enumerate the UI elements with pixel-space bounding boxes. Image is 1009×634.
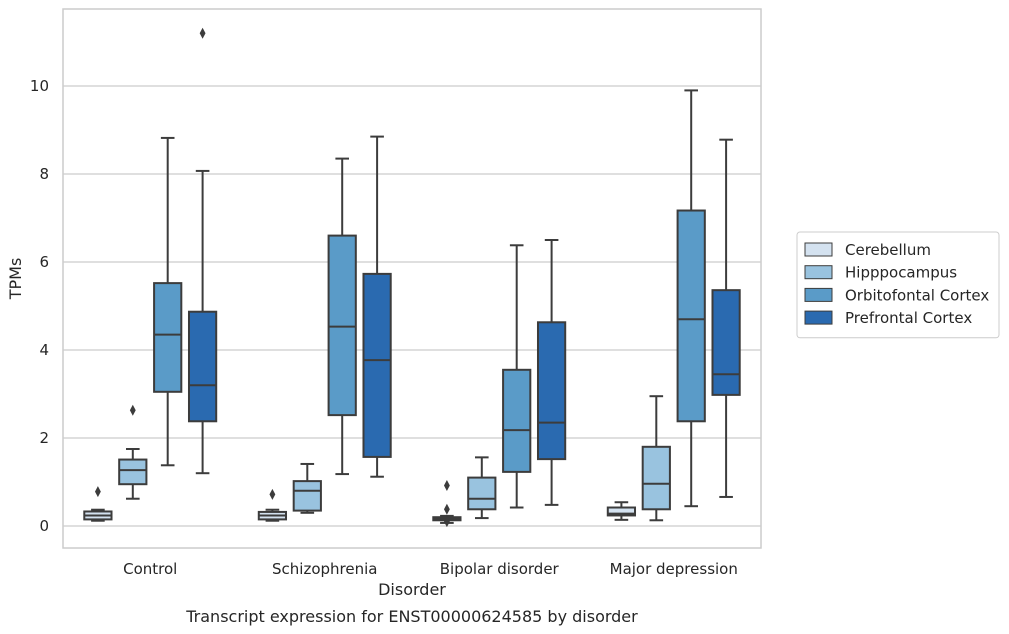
box-iqr <box>467 476 497 511</box>
chart-caption: Transcript expression for ENST0000062458… <box>185 607 638 626</box>
legend-swatch <box>804 310 833 325</box>
y-axis-ticks: 0 2 4 6 8 10 <box>30 77 49 535</box>
y-tick-label: 8 <box>39 165 49 183</box>
box <box>187 27 218 475</box>
outlier-point <box>269 488 276 500</box>
box-iqr <box>292 480 322 512</box>
y-axis-title: TPMs <box>6 258 25 301</box>
x-tick-label: Bipolar disorder <box>440 560 560 578</box>
y-tick-label: 0 <box>39 517 49 535</box>
box-iqr <box>676 209 706 423</box>
outlier-point <box>443 503 450 515</box>
legend: Cerebellum Hipppocampus Orbitofontal Corte… <box>796 231 1000 339</box>
box <box>502 244 532 509</box>
box-iqr <box>641 445 671 511</box>
legend-label: Hipppocampus <box>845 264 957 282</box>
box-iqr <box>118 458 148 486</box>
box <box>118 404 148 500</box>
x-axis-ticks: Control Schizophrenia Bipolar disorder Majo… <box>123 560 738 578</box>
legend-label: Prefrontal Cortex <box>845 309 972 327</box>
y-tick-label: 10 <box>30 77 49 95</box>
box <box>432 480 462 528</box>
box-iqr <box>362 272 392 458</box>
box <box>292 462 322 514</box>
x-tick-label: Schizophrenia <box>272 560 377 578</box>
box <box>676 89 706 508</box>
box <box>467 456 497 520</box>
y-tick-label: 4 <box>39 341 49 359</box>
box <box>83 486 113 522</box>
box <box>641 395 671 522</box>
box <box>362 135 392 478</box>
legend-swatch <box>804 265 833 280</box>
outlier-point <box>443 480 450 492</box>
legend-label: Orbitofontal Cortex <box>845 286 989 304</box>
box-iqr <box>187 310 218 423</box>
box-iqr <box>327 234 357 417</box>
x-tick-label: Control <box>123 560 177 578</box>
plot-area-frame <box>62 8 762 549</box>
legend-frame <box>796 231 1000 339</box>
y-tick-label: 2 <box>39 429 49 447</box>
x-tick-label: Major depression <box>610 560 738 578</box>
legend-swatch <box>804 242 833 257</box>
box <box>153 136 183 467</box>
box <box>606 501 637 521</box>
box <box>327 157 357 476</box>
box <box>711 138 741 498</box>
outlier-point <box>129 404 136 416</box>
box-iqr <box>153 282 183 393</box>
y-tick-label: 6 <box>39 253 49 271</box>
outlier-point <box>94 486 101 498</box>
box-iqr <box>606 506 637 517</box>
outlier-point <box>199 27 206 39</box>
box-iqr <box>536 321 567 461</box>
legend-label: Cerebellum <box>845 241 931 259</box>
box-iqr <box>711 289 741 396</box>
box <box>536 239 567 506</box>
boxes-layer <box>83 27 741 528</box>
box <box>257 488 288 522</box>
outlier-point <box>443 516 450 528</box>
x-axis-title: Disorder <box>378 580 446 599</box>
box-iqr <box>502 368 532 473</box>
legend-swatch <box>804 287 833 302</box>
